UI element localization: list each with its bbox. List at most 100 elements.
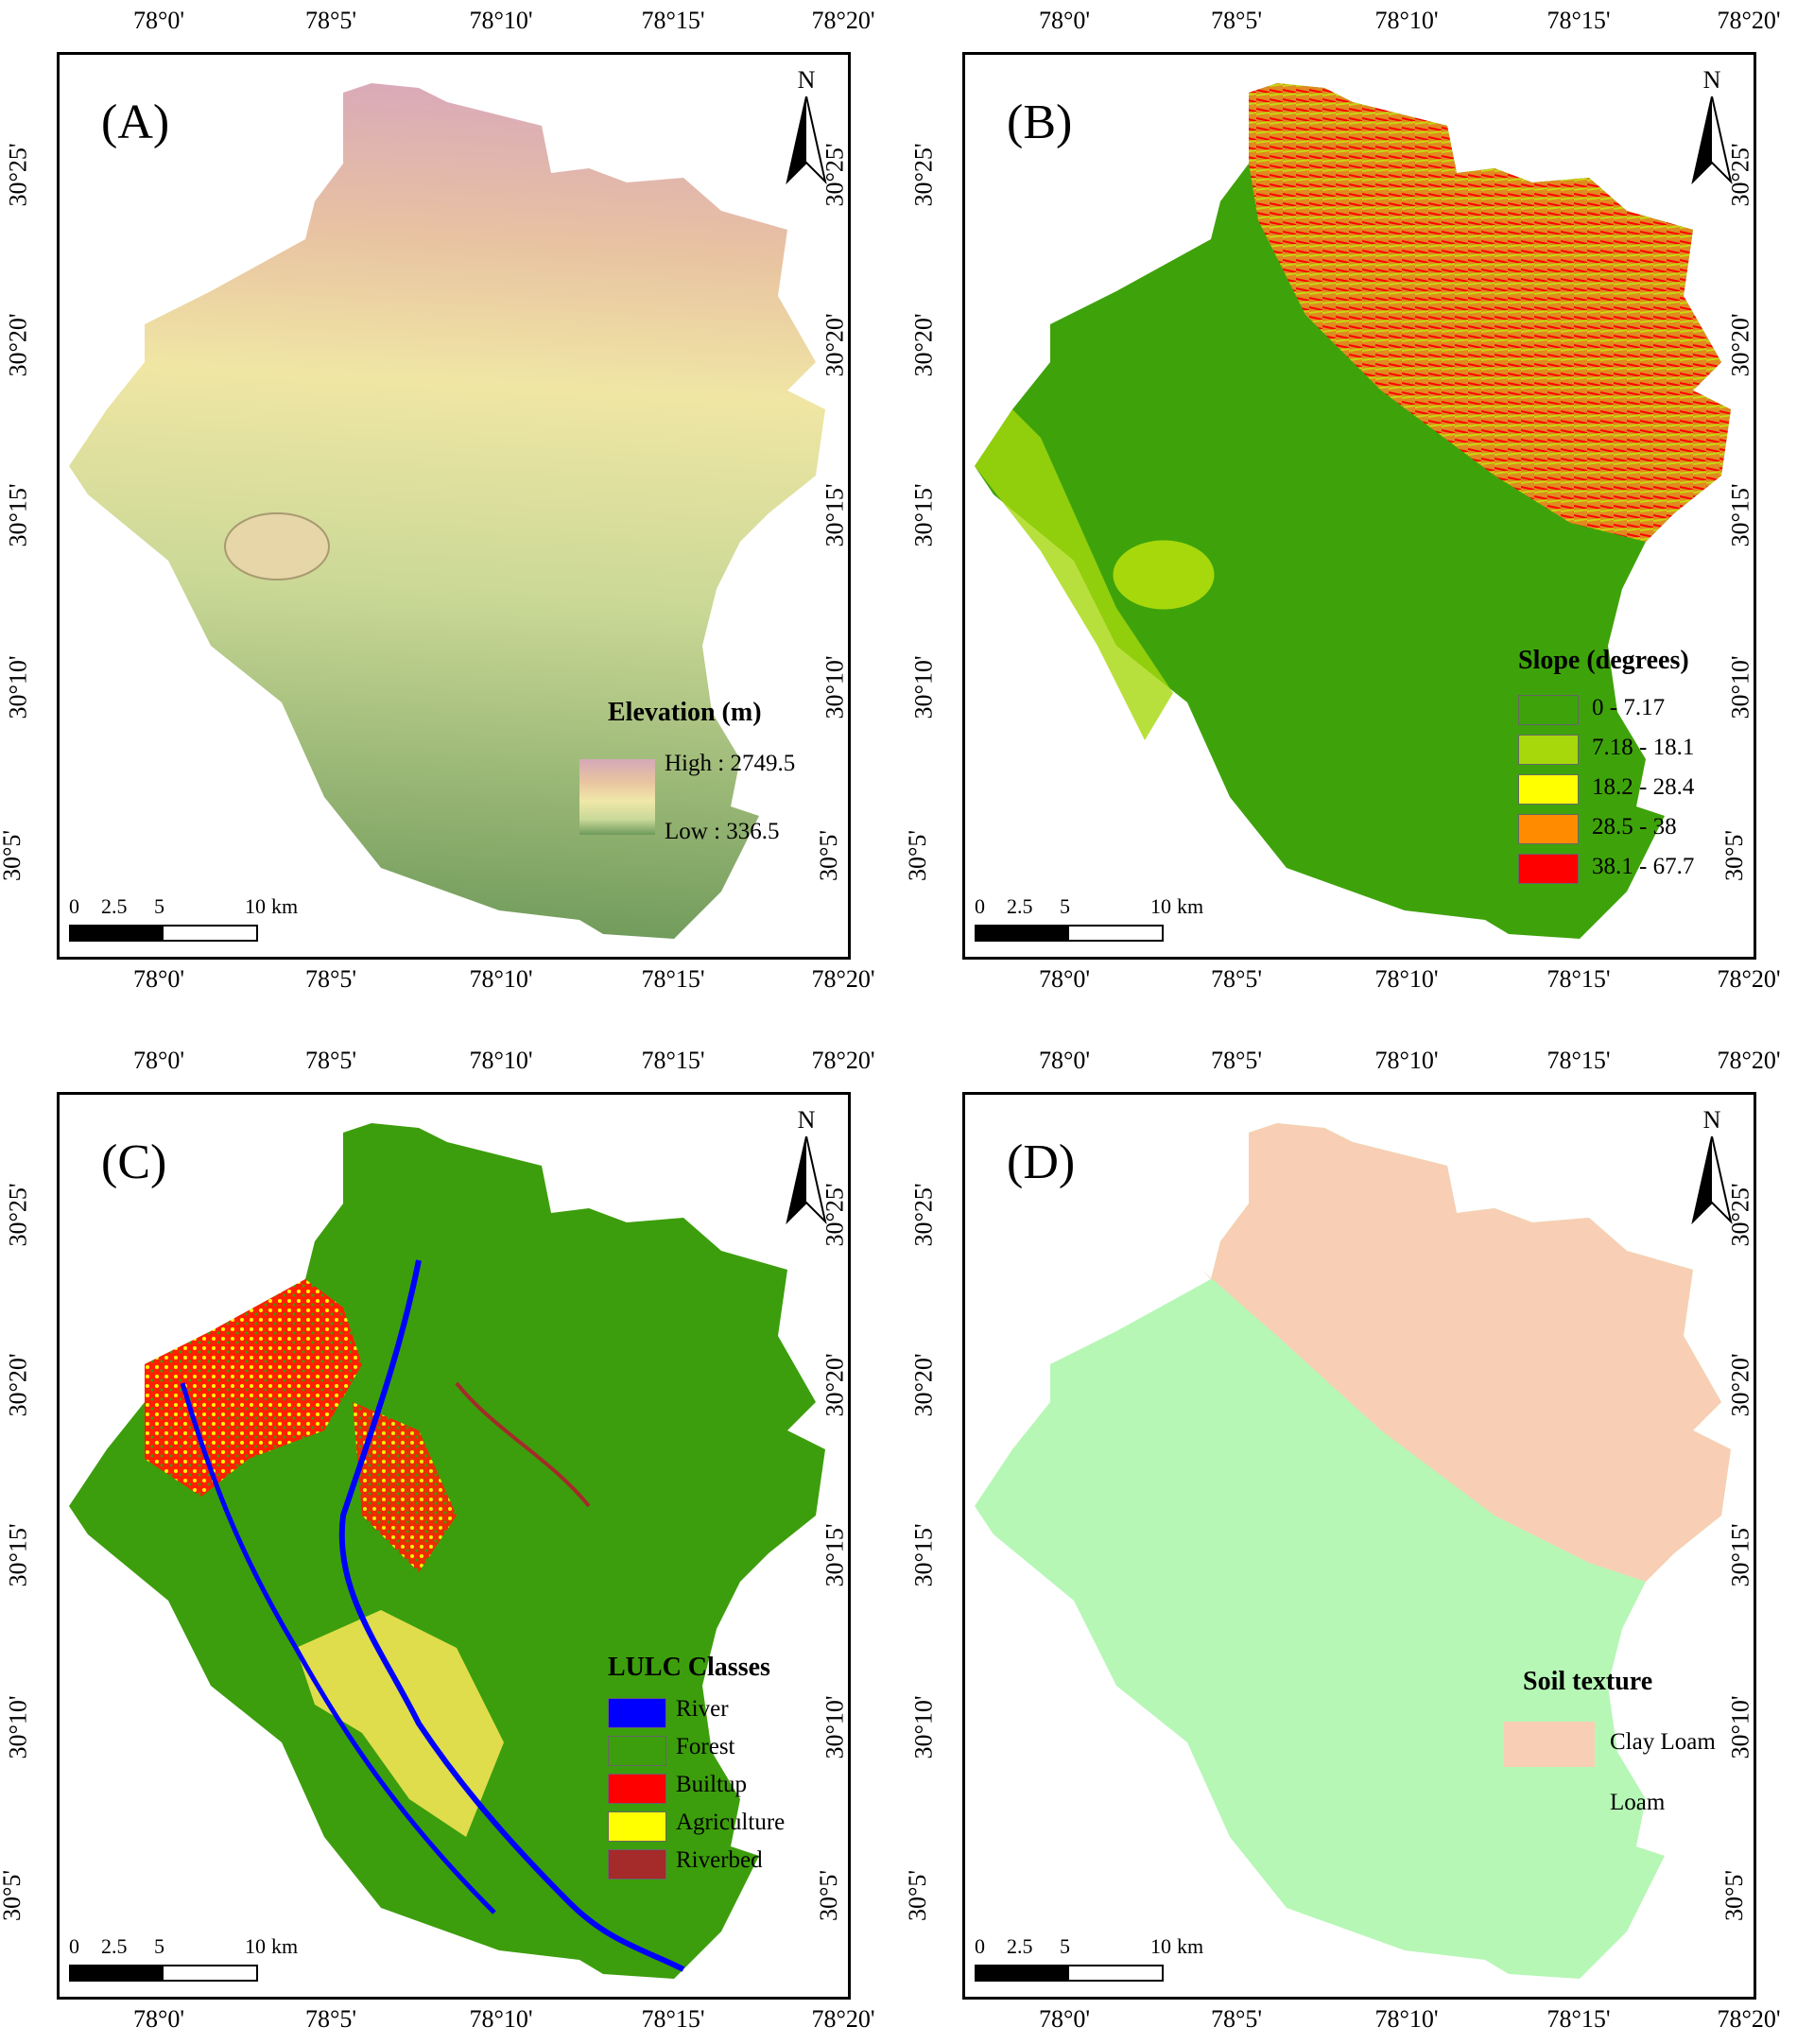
panel-label: (D) xyxy=(1007,1135,1076,1189)
north-arrow-icon xyxy=(786,96,827,185)
lat-tick-left: 30°15' xyxy=(4,1523,32,1587)
scale-bar: 0 2.5 5 10 km xyxy=(975,894,1204,942)
scale-label-2-5: 2.5 xyxy=(1007,1934,1033,1958)
lat-tick-right: 30°25' xyxy=(1726,143,1754,207)
legend-label: Forest xyxy=(676,1734,735,1759)
lat-tick-right: 30°25' xyxy=(821,1183,849,1247)
hill-feature xyxy=(1110,537,1218,613)
lat-tick-left: 30°20' xyxy=(909,313,938,377)
lon-tick-top: 78°15' xyxy=(641,1047,705,1074)
lon-tick-top: 78°15' xyxy=(1546,1047,1611,1074)
map-frame: (A) N Elevation (m) High : 2749.5 Low : … xyxy=(57,52,851,960)
legend-swatch xyxy=(1504,1722,1595,1767)
lat-tick-right: 30°5' xyxy=(815,829,843,882)
scale-unit: km xyxy=(271,1934,299,1958)
lat-tick-right: 30°5' xyxy=(1720,829,1749,882)
lat-tick-right: 30°10' xyxy=(1726,655,1754,719)
soil-map xyxy=(975,1123,1731,1979)
scale-label-0: 0 xyxy=(69,894,79,918)
lat-tick-left: 30°20' xyxy=(4,1353,32,1417)
elevation-map xyxy=(69,83,825,939)
scale-unit: km xyxy=(271,894,299,918)
scale-label-10: 10 xyxy=(1150,1934,1171,1958)
lon-tick-top: 78°5' xyxy=(304,1047,357,1074)
scale-bar: 0 2.5 5 10 km xyxy=(69,894,299,942)
legend-label: Builtup xyxy=(676,1772,748,1797)
north-arrow-icon xyxy=(786,1136,827,1225)
lon-tick-bottom: 78°5' xyxy=(1210,965,1263,993)
panel-label: (A) xyxy=(101,95,170,149)
lon-tick-top: 78°0' xyxy=(1038,7,1091,34)
lat-tick-left: 30°20' xyxy=(909,1353,938,1417)
legend-swatch xyxy=(608,1774,666,1804)
lon-tick-bottom: 78°0' xyxy=(1038,2005,1091,2033)
legend-swatch xyxy=(1518,695,1579,725)
north-arrow: N xyxy=(1684,66,1740,189)
lat-tick-left: 30°10' xyxy=(909,655,938,719)
legend-label: Clay Loam xyxy=(1610,1729,1716,1755)
soil-legend: Soil texture Clay Loam Loam xyxy=(1504,1667,1745,1837)
scale-unit: km xyxy=(1177,894,1204,918)
scale-bar: 0 2.5 5 10 km xyxy=(975,1934,1203,1982)
lon-tick-bottom: 78°15' xyxy=(641,965,705,993)
scale-bar-graphic xyxy=(69,1965,258,1982)
lat-tick-right: 30°15' xyxy=(1726,1523,1754,1587)
lat-tick-right: 30°5' xyxy=(815,1869,843,1922)
scale-label-2-5: 2.5 xyxy=(1007,894,1033,918)
map-frame: (B) N Slope (degrees) 0 - 7.17 7.18 - 18… xyxy=(962,52,1756,960)
legend-swatch xyxy=(608,1811,666,1842)
scale-label-5: 5 xyxy=(154,894,164,918)
lon-tick-bottom: 78°0' xyxy=(132,965,185,993)
legend-title: Slope (degrees) xyxy=(1518,646,1689,675)
lon-tick-bottom: 78°20' xyxy=(811,965,875,993)
lat-tick-right: 30°20' xyxy=(821,313,849,377)
legend-swatch xyxy=(608,1849,666,1879)
lat-tick-left: 30°5' xyxy=(904,829,932,882)
lat-tick-right: 30°20' xyxy=(1726,313,1754,377)
clay-loam-zone xyxy=(1201,1123,1731,1582)
scale-label-5: 5 xyxy=(154,1934,164,1958)
lat-tick-right: 30°15' xyxy=(1726,483,1754,547)
legend-label: River xyxy=(676,1696,729,1722)
panel-lulc: (C) N LULC Classes River Forest Builtup … xyxy=(0,1047,875,2033)
elevation-legend: Elevation (m) High : 2749.5 Low : 336.5 xyxy=(579,698,825,915)
north-arrow: N xyxy=(778,66,835,189)
panel-soil: (D) N Soil texture Clay Loam Loam 0 2.5 … xyxy=(904,1047,1781,2033)
lat-tick-left: 30°10' xyxy=(4,1695,32,1759)
lon-tick-top: 78°10' xyxy=(469,7,533,34)
map-frame: (D) N Soil texture Clay Loam Loam 0 2.5 … xyxy=(962,1092,1756,2000)
legend-swatch xyxy=(608,1736,666,1766)
lon-tick-top: 78°5' xyxy=(1210,7,1263,34)
lat-tick-left: 30°25' xyxy=(4,143,32,207)
lat-tick-right: 30°10' xyxy=(821,655,849,719)
lon-tick-top: 78°10' xyxy=(1374,1047,1439,1074)
lon-tick-top: 78°5' xyxy=(304,7,357,34)
north-label: N xyxy=(1702,66,1721,94)
north-label: N xyxy=(797,66,816,94)
scale-bar: 0 2.5 5 10 km xyxy=(69,1934,299,1982)
legend-title: LULC Classes xyxy=(608,1653,770,1682)
lat-tick-left: 30°5' xyxy=(0,1869,26,1922)
scale-label-10: 10 xyxy=(1150,894,1171,918)
lon-tick-top: 78°20' xyxy=(1717,7,1781,34)
riverbed xyxy=(455,1381,591,1508)
legend-title: Soil texture xyxy=(1523,1667,1653,1696)
legend-label: 28.5 - 38 xyxy=(1592,814,1677,840)
lon-tick-bottom: 78°10' xyxy=(469,2005,533,2033)
lat-tick-right: 30°25' xyxy=(1726,1183,1754,1247)
legend-label: 18.2 - 28.4 xyxy=(1592,774,1695,800)
river-main xyxy=(338,1259,685,1972)
lat-tick-left: 30°25' xyxy=(909,143,938,207)
lon-tick-top: 78°10' xyxy=(469,1047,533,1074)
north-label: N xyxy=(797,1106,816,1134)
river-tributary xyxy=(180,1382,496,1914)
north-arrow: N xyxy=(778,1106,835,1229)
scale-label-5: 5 xyxy=(1060,894,1070,918)
legend-label: Riverbed xyxy=(676,1847,763,1873)
slope-legend: Slope (degrees) 0 - 7.17 7.18 - 18.1 18.… xyxy=(1518,646,1745,910)
lat-tick-right: 30°20' xyxy=(821,1353,849,1417)
scale-label-2-5: 2.5 xyxy=(101,894,128,918)
legend-label: Loam xyxy=(1610,1790,1666,1815)
lon-tick-bottom: 78°15' xyxy=(1546,2005,1611,2033)
lon-tick-bottom: 78°15' xyxy=(1546,965,1611,993)
